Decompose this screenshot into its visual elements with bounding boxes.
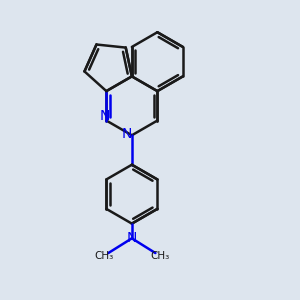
Text: N: N <box>122 127 132 141</box>
Text: CH₃: CH₃ <box>94 251 113 261</box>
Text: CH₃: CH₃ <box>150 251 170 261</box>
Text: N: N <box>127 231 137 245</box>
Text: N: N <box>100 109 110 123</box>
